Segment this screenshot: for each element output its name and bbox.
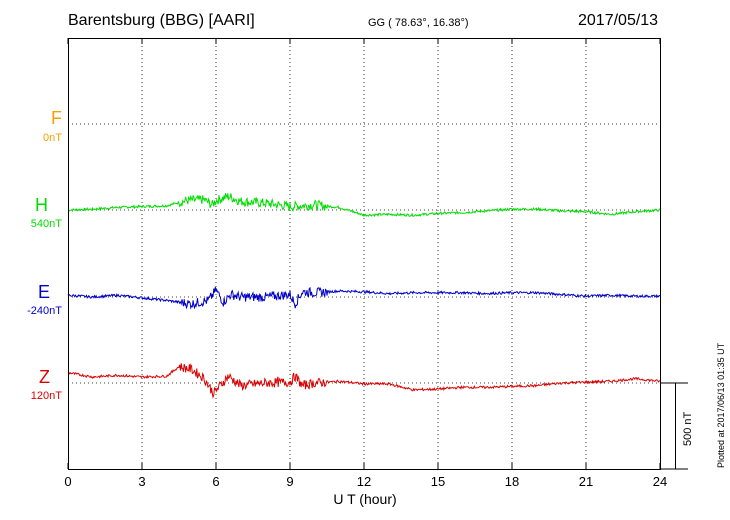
x-tick-label: 6 <box>212 474 220 489</box>
x-tick-label: 24 <box>652 474 668 489</box>
x-tick-label: 21 <box>578 474 594 489</box>
channel-h-baseline: 540nT <box>30 218 62 230</box>
station-coordinates: GG ( 78.63°, 16.38°) <box>368 17 469 29</box>
grid <box>68 38 660 469</box>
series-e-trace <box>67 286 661 310</box>
channel-e-baseline: -240nT <box>27 305 62 317</box>
station-title: Barentsburg (BBG) [AARI] <box>68 12 255 29</box>
series-h-trace <box>67 193 661 218</box>
x-tick-label: 9 <box>286 474 294 489</box>
scale-bar-label: 500 nT <box>682 411 694 446</box>
channel-f-label: F <box>51 108 62 128</box>
x-axis-ticks <box>67 38 661 469</box>
x-tick-label: 0 <box>64 474 72 489</box>
series-z-trace <box>67 363 661 399</box>
channel-f-baseline: 0nT <box>43 132 62 144</box>
channel-h-label: H <box>35 195 48 215</box>
x-axis-label: U T (hour) <box>333 491 397 507</box>
plot-date: 2017/05/13 <box>578 12 659 29</box>
scale-bar <box>660 382 688 470</box>
plotted-at-note: Plotted at 2017/06/13 01:35 UT <box>716 342 726 468</box>
channel-z-label: Z <box>39 367 50 387</box>
channel-z-baseline: 120nT <box>30 390 62 402</box>
plot-frame <box>68 38 661 470</box>
x-tick-label: 12 <box>356 474 372 489</box>
x-tick-label: 18 <box>504 474 520 489</box>
x-tick-label: 3 <box>138 474 146 489</box>
channel-e-label: E <box>37 282 50 302</box>
traces <box>67 193 661 399</box>
x-tick-label: 15 <box>430 474 446 489</box>
